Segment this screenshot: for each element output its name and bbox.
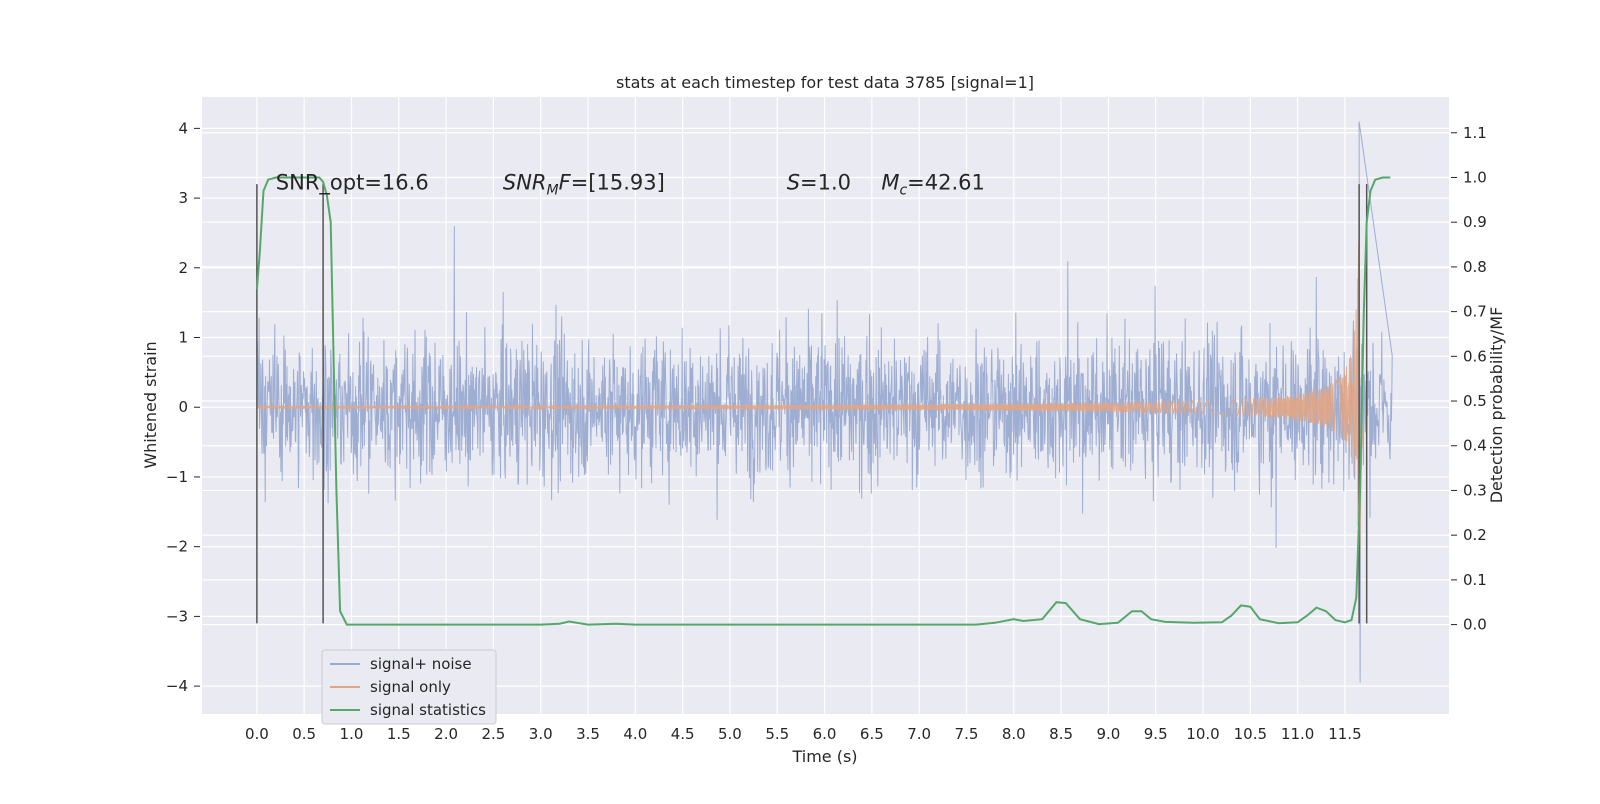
y-tick-label: −4 [166,677,188,695]
x-tick-label: 5.5 [765,725,789,743]
y2-tick-label: 0.1 [1463,571,1487,589]
x-tick-label: 11.5 [1328,725,1361,743]
annotation-snr-mf: SNRMF=[15.93] [503,171,665,199]
x-tick-label: 4.0 [623,725,647,743]
x-axis-ticks: 0.0 0.5 1.0 1.5 2.0 2.5 3.0 3.5 4.0 4.5 5.0 5.5 6.0 6… [245,725,1362,743]
series-line-signal-only [256,241,1365,625]
x-tick-label: 6.5 [860,725,884,743]
vertical-markers [256,184,1368,624]
x-tick-label: 9.5 [1144,725,1168,743]
y2-tick-label: 0.6 [1463,347,1487,365]
annotations: SNR_opt=16.6 SNRMF=[15.93] S=1.0 Mc=42.6… [276,171,985,199]
annotation-s-value: S=1.0 [787,171,851,195]
y-tick-label: −2 [166,538,188,556]
legend-box [321,649,497,725]
x-tick-label: 5.0 [718,725,742,743]
y-tick-label: 3 [178,189,188,207]
x-tick-label: 8.5 [1049,725,1073,743]
x-tick-label: 1.5 [387,725,411,743]
legend-label-stats: signal statistics [370,701,486,719]
legend: signal+ noise signal only signal statist… [321,649,497,725]
chart-title: stats at each timestep for test data 378… [616,73,1034,92]
series-signal-only [256,241,1365,625]
x-axis-label: Time (s) [791,747,857,766]
series-line-signal-statistics [255,176,1391,626]
series-signal-noise [256,121,1393,683]
y-tick-label: −3 [166,607,188,625]
y2-tick-label: 0.5 [1463,392,1487,410]
x-tick-label: 3.0 [529,725,553,743]
y2-tick-label: 0.8 [1463,258,1487,276]
x-tick-label: 7.5 [955,725,979,743]
y-tick-label: 2 [178,259,188,277]
y2-axis-ticks: 0.0 0.1 0.2 0.3 0.4 0.5 0.6 0.7 0.8 0.9 1.0 1.1 [1451,124,1487,634]
x-tick-label: 8.0 [1002,725,1026,743]
annotation-snr-opt: SNR_opt=16.6 [276,171,429,196]
x-tick-label: 9.0 [1096,725,1120,743]
series-line-signal-noise [256,121,1393,683]
y2-tick-label: 0.3 [1463,481,1487,499]
y-tick-label: 0 [178,398,188,416]
x-tick-label: 0.0 [245,725,269,743]
x-tick-label: 11.0 [1281,725,1314,743]
annotation-mc-value: Mc=42.61 [881,171,985,199]
x-tick-label: 7.0 [907,725,931,743]
x-tick-label: 10.0 [1186,725,1219,743]
x-tick-label: 2.0 [434,725,458,743]
x-tick-label: 2.5 [481,725,505,743]
y-axis-ticks: −4 −3 −2 −1 0 1 2 3 4 [166,119,200,695]
y2-tick-label: 0.7 [1463,303,1487,321]
legend-label-noise: signal+ noise [370,655,472,673]
x-tick-label: 0.5 [292,725,316,743]
y2-tick-label: 0.9 [1463,213,1487,231]
series-signal-statistics [255,176,1391,626]
x-tick-label: 4.5 [671,725,695,743]
y2-tick-label: 1.0 [1463,168,1487,186]
x-tick-label: 6.0 [813,725,837,743]
y-tick-label: 4 [178,119,188,137]
y2-tick-label: 0.4 [1463,437,1487,455]
y2-tick-label: 1.1 [1463,124,1487,142]
x-tick-label: 1.0 [340,725,364,743]
legend-label-signal: signal only [370,678,451,696]
x-tick-label: 10.5 [1234,725,1267,743]
y2-tick-label: 0.0 [1463,616,1487,634]
y-tick-label: −1 [166,468,188,486]
y2-tick-label: 0.2 [1463,526,1487,544]
x-tick-label: 3.5 [576,725,600,743]
y-axis-label: Whitened strain [141,341,160,468]
y2-axis-label: Detection probability/MF [1487,307,1506,504]
y-tick-label: 1 [178,329,188,347]
